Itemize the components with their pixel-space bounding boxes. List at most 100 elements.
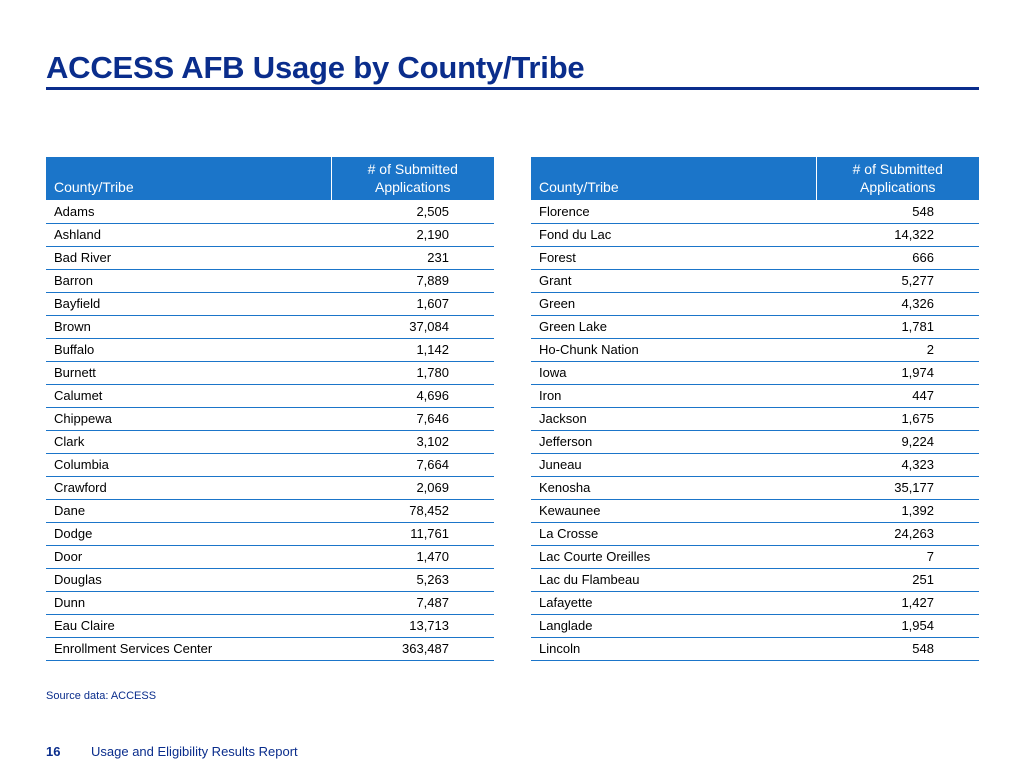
county-tribe-cell: Enrollment Services Center [46, 637, 331, 661]
submitted-applications-cell: 4,326 [816, 292, 979, 316]
table-row: Juneau 4,323 [531, 453, 979, 477]
table-row: Florence 548 [531, 200, 979, 224]
table-row: Lincoln 548 [531, 637, 979, 661]
table-row: Jefferson 9,224 [531, 430, 979, 454]
submitted-applications-cell: 7,889 [331, 269, 494, 293]
table-row: Calumet 4,696 [46, 384, 494, 408]
submitted-applications-cell: 4,323 [816, 453, 979, 477]
table-row: Fond du Lac 14,322 [531, 223, 979, 247]
table-row: Dodge 11,761 [46, 522, 494, 546]
source-note: Source data: ACCESS [46, 690, 157, 702]
county-tribe-cell: Green [531, 292, 816, 316]
submitted-applications-cell: 5,277 [816, 269, 979, 293]
table-row: Lac du Flambeau 251 [531, 568, 979, 592]
header-count-line1: # of Submitted [852, 161, 943, 177]
table-row: Douglas 5,263 [46, 568, 494, 592]
submitted-applications-cell: 2,190 [331, 223, 494, 247]
submitted-applications-cell: 7 [816, 545, 979, 569]
submitted-applications-cell: 2,069 [331, 476, 494, 500]
submitted-applications-cell: 666 [816, 246, 979, 270]
submitted-applications-cell: 2,505 [331, 200, 494, 224]
county-tribe-cell: Kenosha [531, 476, 816, 500]
header-count-line2: Applications [860, 179, 936, 195]
submitted-applications-cell: 1,781 [816, 315, 979, 339]
submitted-applications-cell: 1,675 [816, 407, 979, 431]
county-tribe-cell: Douglas [46, 568, 331, 592]
submitted-applications-cell: 35,177 [816, 476, 979, 500]
county-tribe-cell: Dodge [46, 522, 331, 546]
submitted-applications-cell: 447 [816, 384, 979, 408]
submitted-applications-cell: 1,974 [816, 361, 979, 385]
header-county-tribe: County/Tribe [46, 157, 332, 200]
table-header-row: County/Tribe # of Submitted Applications [531, 157, 979, 200]
report-title: Usage and Eligibility Results Report [91, 744, 298, 759]
county-tribe-cell: Bad River [46, 246, 331, 270]
table-row: Crawford 2,069 [46, 476, 494, 500]
county-tribe-cell: Jefferson [531, 430, 816, 454]
table-row: Chippewa 7,646 [46, 407, 494, 431]
header-county-tribe: County/Tribe [531, 157, 817, 200]
submitted-applications-cell: 2 [816, 338, 979, 362]
county-tribe-cell: Chippewa [46, 407, 331, 431]
county-tribe-cell: Lac Courte Oreilles [531, 545, 816, 569]
table-row: Langlade 1,954 [531, 614, 979, 638]
page-number: 16 [46, 744, 61, 759]
submitted-applications-cell: 1,954 [816, 614, 979, 638]
submitted-applications-cell: 1,470 [331, 545, 494, 569]
table-row: Ho-Chunk Nation 2 [531, 338, 979, 362]
table-row: Iron 447 [531, 384, 979, 408]
county-tribe-cell: Dane [46, 499, 331, 523]
header-submitted-applications: # of Submitted Applications [816, 157, 979, 200]
submitted-applications-cell: 9,224 [816, 430, 979, 454]
submitted-applications-cell: 13,713 [331, 614, 494, 638]
county-tribe-cell: Iowa [531, 361, 816, 385]
table-row: Barron 7,889 [46, 269, 494, 293]
header-count-line1: # of Submitted [367, 161, 458, 177]
county-tribe-cell: Kewaunee [531, 499, 816, 523]
submitted-applications-cell: 1,607 [331, 292, 494, 316]
table-body-left: Adams 2,505 Ashland 2,190 Bad River 231 Barron… [46, 200, 494, 661]
submitted-applications-cell: 37,084 [331, 315, 494, 339]
county-tribe-cell: Clark [46, 430, 331, 454]
table-row: Door 1,470 [46, 545, 494, 569]
table-row: Dunn 7,487 [46, 591, 494, 615]
county-tribe-cell: Langlade [531, 614, 816, 638]
county-tribe-cell: Brown [46, 315, 331, 339]
county-tribe-cell: La Crosse [531, 522, 816, 546]
submitted-applications-cell: 7,646 [331, 407, 494, 431]
county-tribe-cell: Green Lake [531, 315, 816, 339]
submitted-applications-cell: 14,322 [816, 223, 979, 247]
county-tribe-cell: Ho-Chunk Nation [531, 338, 816, 362]
county-tribe-cell: Lincoln [531, 637, 816, 661]
county-tribe-cell: Fond du Lac [531, 223, 816, 247]
county-tribe-cell: Ashland [46, 223, 331, 247]
county-tribe-cell: Crawford [46, 476, 331, 500]
table-row: Burnett 1,780 [46, 361, 494, 385]
header-count-line2: Applications [375, 179, 451, 195]
submitted-applications-cell: 3,102 [331, 430, 494, 454]
county-tribe-cell: Barron [46, 269, 331, 293]
county-tribe-cell: Jackson [531, 407, 816, 431]
county-tribe-cell: Bayfield [46, 292, 331, 316]
submitted-applications-cell: 548 [816, 200, 979, 224]
submitted-applications-cell: 1,392 [816, 499, 979, 523]
county-tribe-cell: Lac du Flambeau [531, 568, 816, 592]
table-row: Columbia 7,664 [46, 453, 494, 477]
table-row: Jackson 1,675 [531, 407, 979, 431]
table-row: Green 4,326 [531, 292, 979, 316]
county-tribe-cell: Iron [531, 384, 816, 408]
header-submitted-applications: # of Submitted Applications [331, 157, 494, 200]
submitted-applications-cell: 251 [816, 568, 979, 592]
county-usage-table-left: County/Tribe # of Submitted Applications … [46, 157, 494, 661]
table-row: Adams 2,505 [46, 200, 494, 224]
county-tribe-cell: Dunn [46, 591, 331, 615]
county-tribe-cell: Door [46, 545, 331, 569]
submitted-applications-cell: 231 [331, 246, 494, 270]
county-tribe-cell: Buffalo [46, 338, 331, 362]
submitted-applications-cell: 1,142 [331, 338, 494, 362]
county-tribe-cell: Lafayette [531, 591, 816, 615]
county-tribe-cell: Forest [531, 246, 816, 270]
table-row: Forest 666 [531, 246, 979, 270]
table-row: Kewaunee 1,392 [531, 499, 979, 523]
table-row: Ashland 2,190 [46, 223, 494, 247]
